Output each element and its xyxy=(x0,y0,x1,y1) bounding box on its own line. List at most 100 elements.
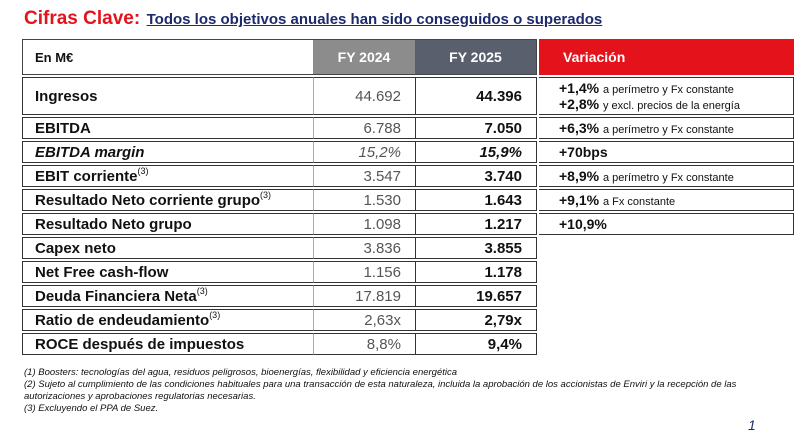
variation-note: a perímetro y Fx constante xyxy=(602,124,734,136)
fy2024-value: 8,8% xyxy=(313,333,415,355)
fy2025-value: 19.657 xyxy=(415,285,537,307)
variation-cell: +1,4% a perímetro y Fx constante +2,8% y … xyxy=(539,77,794,115)
variation-value: +2,8% xyxy=(559,96,600,112)
column-header-fy2025: FY 2025 xyxy=(415,39,537,75)
table-row: Resultado Neto corriente grupo(3) 1.530 1.… xyxy=(22,189,794,211)
variation-cell: +9,1% a Fx constante xyxy=(539,189,794,211)
row-label-text: Capex neto xyxy=(35,239,116,257)
fy2025-value: 3.740 xyxy=(415,165,537,187)
fy2024-value: 1.098 xyxy=(313,213,415,235)
table-row: ROCE después de impuestos 8,8% 9,4% xyxy=(22,333,794,355)
table-row: Capex neto 3.836 3.855 xyxy=(22,237,794,259)
variation-line: +10,9% xyxy=(559,216,793,232)
row-label-text: EBITDA margin xyxy=(35,143,145,161)
footnote: (1) Boosters: tecnologías del agua, resi… xyxy=(24,367,458,378)
slide-title-row: Cifras Clave: Todos los objetivos anuale… xyxy=(24,8,602,30)
fy2025-value: 1.217 xyxy=(415,213,537,235)
fy2025-value: 7.050 xyxy=(415,117,537,139)
variation-value: +9,1% xyxy=(559,192,600,208)
column-header-units: En M€ xyxy=(22,39,313,75)
table-row: Ingresos 44.692 44.396 +1,4% a perímetro y … xyxy=(22,77,794,115)
variation-note: a perímetro y Fx constante xyxy=(602,172,734,184)
variation-value: +6,3% xyxy=(559,120,600,136)
row-label: Resultado Neto corriente grupo(3) xyxy=(22,189,313,211)
footnotes: (1) Boosters: tecnologías del agua, resi… xyxy=(24,367,774,415)
table-row: EBIT corriente(3) 3.547 3.740 +8,9% a perím… xyxy=(22,165,794,187)
footnote-ref: (3) xyxy=(209,309,221,320)
fy2024-value: 3.836 xyxy=(313,237,415,259)
variation-value: +1,4% xyxy=(559,80,600,96)
row-label: EBIT corriente(3) xyxy=(22,165,313,187)
variation-value: +8,9% xyxy=(559,168,600,184)
slide-subtitle: Todos los objetivos anuales han sido con… xyxy=(146,11,603,28)
row-label-text: Ingresos xyxy=(35,87,98,105)
row-label: Ratio de endeudamiento(3) xyxy=(22,309,313,331)
fy2025-value: 15,9% xyxy=(415,141,537,163)
fy2025-value: 9,4% xyxy=(415,333,537,355)
variation-value: +70bps xyxy=(559,144,608,160)
row-label: Ingresos xyxy=(22,77,313,115)
row-label: ROCE después de impuestos xyxy=(22,333,313,355)
fy2024-value: 1.156 xyxy=(313,261,415,283)
row-label: Resultado Neto grupo xyxy=(22,213,313,235)
fy2024-value: 6.788 xyxy=(313,117,415,139)
row-label-text: EBIT corriente xyxy=(35,167,138,185)
variation-cell xyxy=(539,309,794,331)
slide-title: Cifras Clave: xyxy=(24,8,141,29)
row-label: EBITDA margin xyxy=(22,141,313,163)
footnote: (3) Excluyendo el PPA de Suez. xyxy=(24,403,159,414)
key-figures-table: En M€ FY 2024 FY 2025 Variación Ingresos… xyxy=(22,37,794,357)
footnote: (2) Sujeto al cumplimiento de las condic… xyxy=(24,379,737,402)
page-number: 1 xyxy=(748,417,756,433)
table-header-row: En M€ FY 2024 FY 2025 Variación xyxy=(22,39,794,75)
variation-note: a perímetro y Fx constante xyxy=(602,84,734,96)
fy2025-value: 2,79x xyxy=(415,309,537,331)
variation-cell: +8,9% a perímetro y Fx constante xyxy=(539,165,794,187)
row-label-text: Net Free cash-flow xyxy=(35,263,169,281)
variation-cell xyxy=(539,333,794,355)
fy2025-value: 1.178 xyxy=(415,261,537,283)
variation-line: +8,9% a perímetro y Fx constante xyxy=(559,168,793,184)
variation-line: +2,8% y excl. precios de la energía xyxy=(559,96,793,112)
fy2024-value: 17.819 xyxy=(313,285,415,307)
variation-cell: +70bps xyxy=(539,141,794,163)
column-header-variation: Variación xyxy=(539,39,794,75)
variation-line: +1,4% a perímetro y Fx constante xyxy=(559,80,793,96)
column-header-fy2024: FY 2024 xyxy=(313,39,415,75)
row-label: Net Free cash-flow xyxy=(22,261,313,283)
variation-line: +9,1% a Fx constante xyxy=(559,192,793,208)
row-label-text: Resultado Neto grupo xyxy=(35,215,192,233)
row-label-text: ROCE después de impuestos xyxy=(35,335,245,353)
variation-note: a Fx constante xyxy=(602,196,676,208)
fy2024-value: 3.547 xyxy=(313,165,415,187)
row-label: Capex neto xyxy=(22,237,313,259)
row-label: EBITDA xyxy=(22,117,313,139)
variation-value: +10,9% xyxy=(559,216,607,232)
table-row: EBITDA margin 15,2% 15,9% +70bps xyxy=(22,141,794,163)
row-label-text: Resultado Neto corriente grupo xyxy=(35,191,261,209)
table-row: EBITDA 6.788 7.050 +6,3% a perímetro y Fx c… xyxy=(22,117,794,139)
table-row: Net Free cash-flow 1.156 1.178 xyxy=(22,261,794,283)
fy2025-value: 44.396 xyxy=(415,77,537,115)
variation-cell xyxy=(539,261,794,283)
fy2024-value: 15,2% xyxy=(313,141,415,163)
row-label: Deuda Financiera Neta(3) xyxy=(22,285,313,307)
variation-line: +6,3% a perímetro y Fx constante xyxy=(559,120,793,136)
fy2024-value: 1.530 xyxy=(313,189,415,211)
footnote-ref: (3) xyxy=(260,189,272,200)
row-label-text: Ratio de endeudamiento xyxy=(35,311,210,329)
variation-cell: +10,9% xyxy=(539,213,794,235)
variation-cell: +6,3% a perímetro y Fx constante xyxy=(539,117,794,139)
fy2025-value: 3.855 xyxy=(415,237,537,259)
footnote-ref: (3) xyxy=(196,285,208,296)
row-label-text: EBITDA xyxy=(35,119,91,137)
fy2024-value: 44.692 xyxy=(313,77,415,115)
table-row: Deuda Financiera Neta(3) 17.819 19.657 xyxy=(22,285,794,307)
row-label-text: Deuda Financiera Neta xyxy=(35,287,197,305)
variation-cell xyxy=(539,285,794,307)
variation-line: +70bps xyxy=(559,144,793,160)
footnote-ref: (3) xyxy=(137,165,149,176)
fy2024-value: 2,63x xyxy=(313,309,415,331)
variation-cell xyxy=(539,237,794,259)
table-row: Ratio de endeudamiento(3) 2,63x 2,79x xyxy=(22,309,794,331)
